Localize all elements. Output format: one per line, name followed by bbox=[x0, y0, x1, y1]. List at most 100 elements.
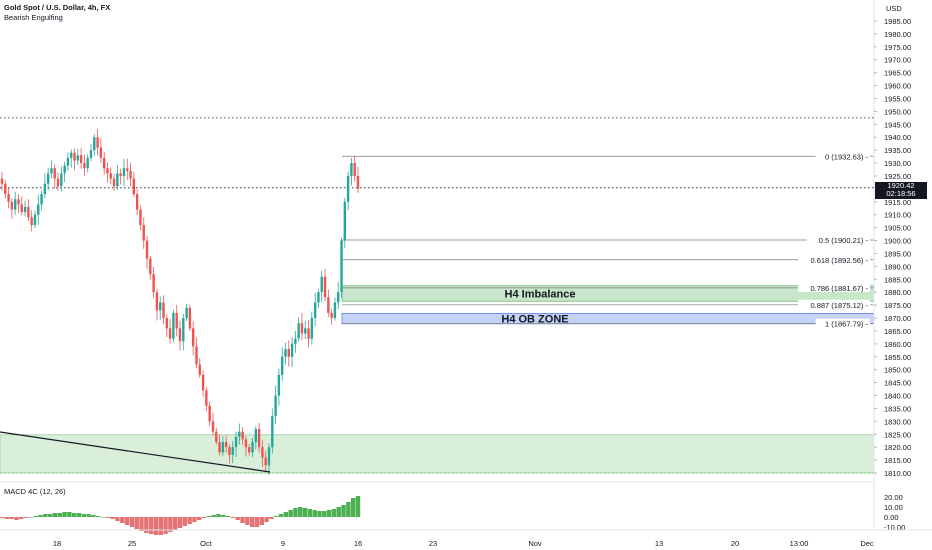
candle-body bbox=[248, 447, 251, 453]
price-tick-label: 1970.00 bbox=[884, 56, 911, 65]
price-tick-label: 1875.00 bbox=[884, 301, 911, 310]
time-tick-label: Nov bbox=[528, 539, 542, 548]
candle-body bbox=[238, 431, 241, 437]
fib-level-label: 0.618 (1892.56) - bbox=[810, 256, 868, 265]
candle-body bbox=[182, 318, 185, 342]
candle-body bbox=[50, 168, 53, 174]
indicator-label[interactable]: Bearish Engulfing bbox=[4, 13, 63, 22]
candle-body bbox=[145, 240, 149, 259]
price-tick-label: 1855.00 bbox=[884, 353, 911, 362]
macd-bar bbox=[153, 517, 159, 535]
candle-body bbox=[241, 431, 244, 440]
candle-body bbox=[221, 442, 225, 453]
candle-body bbox=[73, 152, 76, 161]
macd-bar bbox=[288, 510, 293, 517]
macd-bar bbox=[52, 513, 58, 517]
price-tick-label: 1820.00 bbox=[884, 443, 911, 452]
imbalance-zone-label: H4 Imbalance bbox=[505, 288, 576, 300]
candle-body bbox=[215, 431, 218, 443]
candles-layer bbox=[0, 129, 360, 475]
macd-tick-label: 20.00 bbox=[884, 493, 903, 502]
macd-label[interactable]: MACD 4C (12, 26) bbox=[4, 487, 66, 496]
macd-bar bbox=[312, 510, 317, 517]
macd-bar bbox=[38, 515, 43, 517]
candle-body bbox=[17, 199, 20, 205]
price-tick-label: 1930.00 bbox=[884, 159, 911, 168]
candle-body bbox=[106, 168, 109, 174]
price-tick-label: 1825.00 bbox=[884, 430, 911, 439]
candle-body bbox=[99, 147, 103, 158]
macd-bar bbox=[57, 513, 62, 517]
fibonacci-retracement[interactable]: 0 (1932.63) - 0.5 (1900.21) - 0.618 (1892.… bbox=[342, 151, 874, 329]
fib-label-bg bbox=[815, 318, 870, 328]
candle-body bbox=[56, 178, 60, 187]
fib-level-label: 1 (1867.79) - bbox=[825, 320, 868, 329]
currency-label[interactable]: USD bbox=[886, 4, 902, 13]
candle-body bbox=[70, 152, 73, 158]
time-axis[interactable]: 18 25 Oct 9 16 23 Nov 13 20 13:00 Dec bbox=[53, 539, 874, 548]
candle-body bbox=[264, 457, 267, 466]
macd-bar bbox=[274, 516, 279, 517]
time-tick-label: 13:00 bbox=[790, 539, 809, 548]
macd-bar bbox=[197, 517, 202, 520]
macd-bar bbox=[336, 507, 341, 517]
trendline[interactable] bbox=[0, 431, 271, 473]
candle-body bbox=[83, 163, 86, 169]
macd-bar bbox=[346, 502, 351, 517]
candle-body bbox=[211, 421, 215, 432]
candle-body bbox=[116, 173, 119, 187]
price-tick-label: 1830.00 bbox=[884, 417, 911, 426]
macd-bar bbox=[9, 517, 14, 519]
candle-body bbox=[119, 173, 122, 176]
candle-body bbox=[89, 150, 93, 158]
macd-bar bbox=[91, 515, 96, 517]
candle-body bbox=[33, 214, 37, 226]
candle-body bbox=[159, 302, 162, 311]
candle-body bbox=[112, 178, 116, 187]
price-tick-label: 1915.00 bbox=[884, 198, 911, 207]
macd-bar bbox=[187, 517, 192, 524]
macd-bar bbox=[62, 512, 67, 517]
macd-bar bbox=[172, 517, 178, 530]
candle-body bbox=[356, 175, 360, 189]
macd-bar bbox=[221, 515, 226, 517]
candle-body bbox=[86, 157, 89, 169]
candle-body bbox=[251, 442, 254, 453]
candle-body bbox=[343, 201, 347, 241]
fib-level-label: 0.5 (1900.21) - bbox=[819, 236, 869, 245]
price-tick-label: 1955.00 bbox=[884, 94, 911, 103]
macd-bar bbox=[341, 505, 346, 517]
macd-bar bbox=[71, 513, 77, 517]
macd-bar bbox=[148, 517, 154, 534]
demand-zone[interactable] bbox=[0, 434, 875, 474]
macd-bar bbox=[269, 517, 274, 519]
candle-body bbox=[79, 155, 83, 164]
price-tick-label: 1940.00 bbox=[884, 133, 911, 142]
ob-zone[interactable] bbox=[341, 312, 875, 325]
macd-bar bbox=[134, 517, 139, 529]
macd-bar bbox=[245, 517, 250, 525]
candle-body bbox=[142, 225, 145, 241]
macd-bar bbox=[4, 517, 10, 519]
candle-body bbox=[139, 209, 142, 226]
candle-body bbox=[60, 173, 63, 187]
candle-body bbox=[172, 312, 175, 339]
macd-bar bbox=[110, 517, 115, 519]
macd-tick-label: -10.00 bbox=[884, 523, 905, 532]
macd-bar bbox=[283, 512, 289, 517]
candle-body bbox=[317, 292, 320, 303]
price-axis[interactable]: 1985.00 1980.00 1975.00 1970.00 1965.00 1960.… bbox=[0, 0, 932, 531]
fib-label-bg bbox=[798, 282, 870, 292]
macd-bar bbox=[254, 517, 260, 527]
price-tick-label: 1870.00 bbox=[884, 314, 911, 323]
trend-line[interactable] bbox=[0, 431, 271, 473]
candle-body bbox=[109, 173, 112, 179]
macd-bar bbox=[216, 514, 221, 517]
macd-bar bbox=[105, 517, 111, 518]
current-price-badge: 1920.42 02:18:56 bbox=[875, 182, 927, 199]
candle-countdown: 02:18:56 bbox=[886, 189, 916, 198]
candle-body bbox=[310, 318, 314, 339]
macd-bar bbox=[28, 517, 34, 518]
macd-bar bbox=[350, 498, 356, 517]
